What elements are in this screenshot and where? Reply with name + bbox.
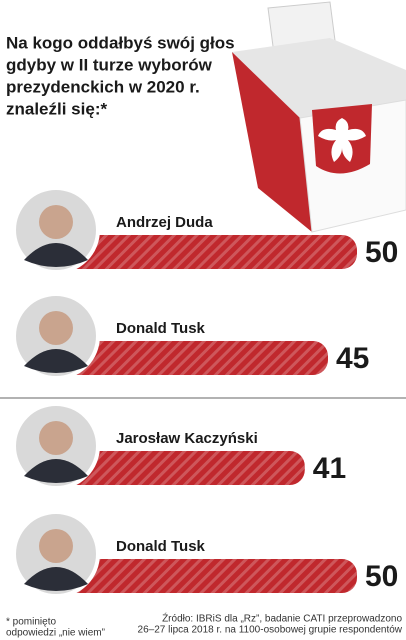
footnote: * pominięto xyxy=(6,617,56,628)
photo-suit xyxy=(24,567,88,591)
candidate-name: Donald Tusk xyxy=(116,320,206,337)
photo-face xyxy=(39,421,73,455)
candidate-name: Donald Tusk xyxy=(116,538,206,555)
photo-face xyxy=(39,529,73,563)
title-line: znaleźli się:* xyxy=(6,99,107,118)
candidate-name: Jarosław Kaczyński xyxy=(116,430,258,447)
value-label: 45 xyxy=(336,342,369,375)
photo-suit xyxy=(24,349,88,373)
value-label: 41 xyxy=(313,452,346,485)
bar xyxy=(30,559,357,593)
source: Źródło: IBRiS dla „Rz”, badanie CATI prz… xyxy=(162,612,402,625)
source: 26–27 lipca 2018 r. na 1100-osobowej gru… xyxy=(138,625,403,636)
photo-face xyxy=(39,311,73,345)
photo-suit xyxy=(24,243,88,267)
value-label: 50 xyxy=(365,560,398,593)
title-line: gdyby w II turze wyborów xyxy=(6,55,213,74)
bar xyxy=(30,341,328,375)
title-line: prezydenckich w 2020 r. xyxy=(6,77,200,96)
ballot-box xyxy=(232,1,406,233)
bar xyxy=(30,451,305,485)
photo-suit xyxy=(24,459,88,483)
value-label: 50 xyxy=(365,236,398,269)
title-line: Na kogo oddałbyś swój głos xyxy=(6,33,235,52)
bar xyxy=(30,235,357,269)
candidate-name: Andrzej Duda xyxy=(116,214,213,231)
photo-face xyxy=(39,205,73,239)
footnote: odpowiedzi „nie wiem” xyxy=(6,628,105,639)
